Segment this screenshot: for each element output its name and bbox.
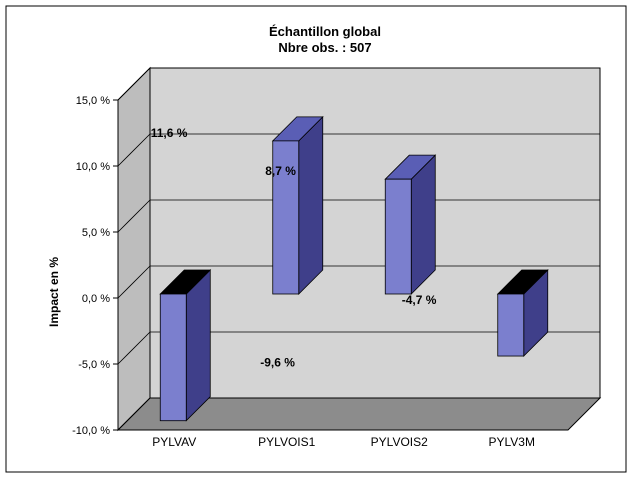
y-tick-label: 0,0 %: [82, 293, 110, 305]
gridline: [117, 397, 600, 431]
x-tick-label: PYLV3M: [489, 435, 535, 449]
x-tick-label: PYLVOIS2: [371, 435, 428, 449]
data-label: -4,7 %: [402, 293, 437, 307]
data-label: 11,6 %: [151, 126, 188, 140]
x-tick-label: PYLVOIS1: [258, 435, 315, 449]
data-label: -9,6 %: [260, 356, 295, 370]
plot-area: -10,0 % -5,0 % 0,0 % 5,0 % 10,0 % 15,0 % PYLVA…: [72, 66, 602, 449]
y-tick-label: 5,0 %: [82, 227, 110, 239]
chart-title: Échantillon global: [269, 24, 381, 39]
x-tick-label: PYLVAV: [152, 435, 196, 449]
y-tick-label: 15,0 %: [76, 95, 110, 107]
gridline: [117, 199, 600, 233]
y-tick-label: 10,0 %: [76, 161, 110, 173]
chart-subtitle: Nbre obs. : 507: [278, 40, 371, 55]
back-wall: [149, 67, 601, 399]
data-label: 8,7 %: [265, 164, 296, 178]
bar: [384, 178, 412, 295]
gridline: [117, 133, 600, 167]
gridline: [117, 265, 600, 299]
bar: [497, 293, 525, 357]
bar-side: [298, 115, 324, 295]
y-tick-label: -10,0 %: [72, 425, 110, 437]
y-axis-label: Impact en %: [47, 257, 61, 327]
gridline: [117, 67, 600, 101]
gridline: [117, 331, 600, 365]
bar: [272, 140, 300, 295]
bar: [159, 293, 187, 422]
y-tick-label: -5,0 %: [78, 359, 110, 371]
side-wall: [117, 66, 151, 432]
bar-side: [185, 269, 211, 422]
